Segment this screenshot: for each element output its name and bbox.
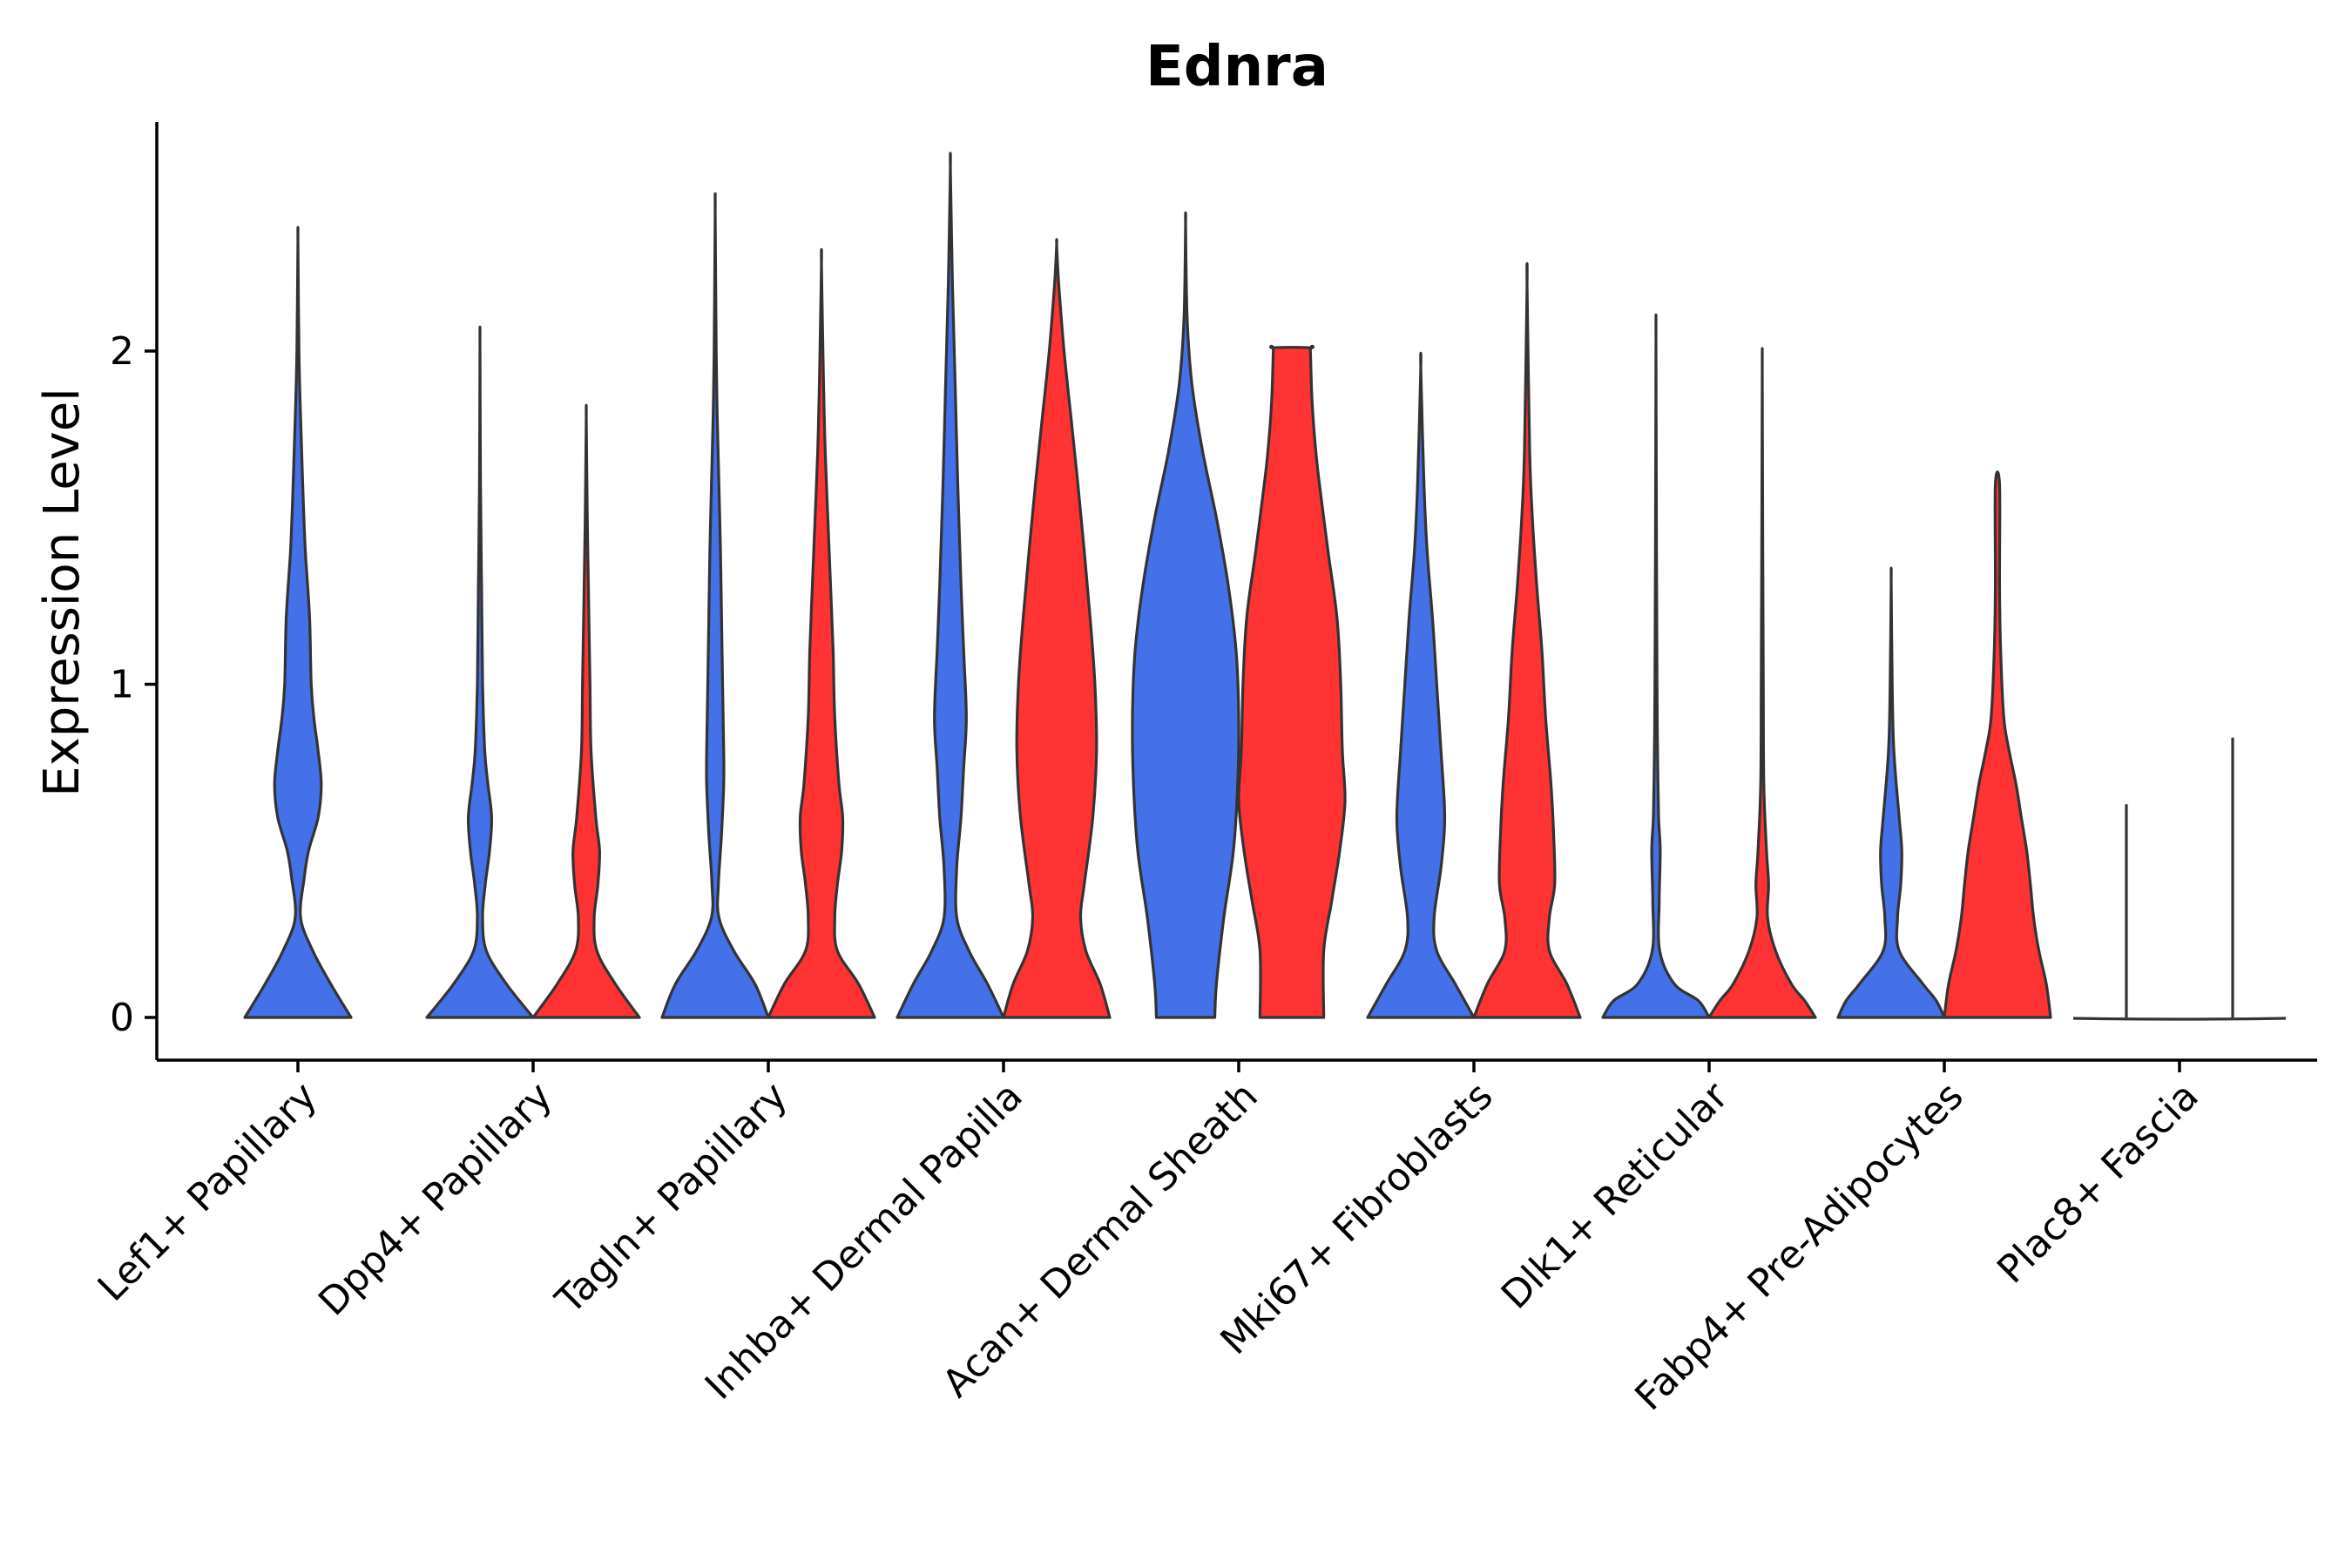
violin-inhba-dermal-papilla-a xyxy=(896,152,1005,1019)
violin-mki67-fibroblasts-b xyxy=(1472,262,1582,1019)
violin-tagln-papillary-b xyxy=(767,247,876,1019)
x-tick-label-lef1-papillary: Lef1+ Papillary xyxy=(90,1074,326,1310)
chart-title: Ednra xyxy=(1146,35,1328,99)
violin-fabp4-pre-adipocytes-b xyxy=(1943,470,2052,1019)
x-tick-label-plac8-fascia: Plac8+ Fascia xyxy=(1989,1074,2207,1293)
violin-dpp4-papillary-b xyxy=(531,403,641,1019)
violin-acan-dermal-sheath-b xyxy=(1237,344,1347,1019)
violin-dlk1-reticular-b xyxy=(1707,347,1817,1019)
violin-lef1-papillary-a xyxy=(243,226,353,1019)
violin-group xyxy=(243,152,2287,1021)
violin-dlk1-reticular-a xyxy=(1601,314,1711,1019)
x-tick-label-tagln-papillary: Tagln+ Papillary xyxy=(547,1074,796,1323)
x-tick-label-mki67-fibroblasts: Mki67+ Fibroblasts xyxy=(1212,1074,1501,1363)
y-axis-label: Expression Level xyxy=(34,388,91,797)
x-tick-label-dlk1-reticular: Dlk1+ Reticular xyxy=(1493,1073,1738,1318)
violin-dpp4-papillary-a xyxy=(425,325,535,1019)
violin-mki67-fibroblasts-a xyxy=(1366,351,1476,1019)
y-tick-label: 0 xyxy=(110,996,134,1040)
violin-inhba-dermal-papilla-b xyxy=(1002,238,1112,1019)
violin-tagln-papillary-a xyxy=(660,192,770,1019)
violin-fabp4-pre-adipocytes-a xyxy=(1836,566,1946,1019)
x-tick-label-dpp4-papillary: Dpp4+ Papillary xyxy=(310,1074,561,1325)
y-tick-label: 2 xyxy=(110,329,134,374)
violin-plac8-fascia-baseline xyxy=(2072,1017,2287,1021)
y-tick-label: 1 xyxy=(110,663,134,707)
violin-acan-dermal-sheath-a xyxy=(1131,211,1240,1019)
